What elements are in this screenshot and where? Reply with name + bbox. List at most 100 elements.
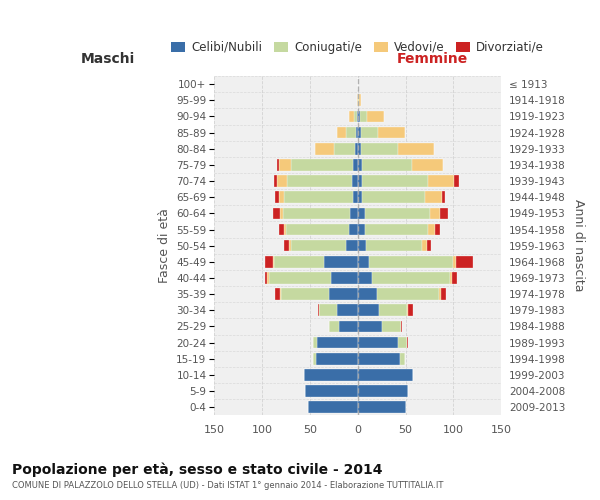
Bar	[308, 402, 358, 413]
Text: Femmine: Femmine	[397, 52, 468, 66]
Bar	[425, 192, 442, 203]
Bar	[275, 288, 280, 300]
Bar	[398, 337, 407, 348]
Bar	[358, 256, 369, 268]
Bar	[367, 110, 385, 122]
Bar	[359, 94, 361, 106]
Bar	[281, 288, 329, 300]
Bar	[365, 208, 430, 219]
Bar	[280, 208, 283, 219]
Bar	[329, 320, 338, 332]
Bar	[428, 175, 454, 187]
Bar	[412, 159, 443, 170]
Bar	[398, 143, 434, 154]
Bar	[440, 208, 448, 219]
Bar	[454, 256, 456, 268]
Bar	[284, 192, 353, 203]
Bar	[289, 240, 291, 252]
Bar	[275, 192, 279, 203]
Bar	[284, 224, 286, 235]
Legend: Celibi/Nubili, Coniugati/e, Vedovi/e, Divorziati/e: Celibi/Nubili, Coniugati/e, Vedovi/e, Di…	[166, 36, 549, 59]
Bar	[279, 159, 291, 170]
Bar	[358, 224, 365, 235]
Bar	[329, 288, 358, 300]
Bar	[353, 159, 358, 170]
Bar	[355, 143, 358, 154]
Bar	[334, 143, 355, 154]
Bar	[346, 240, 358, 252]
Bar	[441, 288, 446, 300]
Bar	[346, 127, 356, 138]
Bar	[277, 159, 279, 170]
Bar	[442, 192, 445, 203]
Bar	[314, 143, 334, 154]
Bar	[358, 127, 361, 138]
Bar	[400, 353, 404, 364]
Bar	[359, 110, 367, 122]
Bar	[366, 240, 422, 252]
Bar	[452, 272, 457, 284]
Text: Maschi: Maschi	[81, 52, 135, 66]
Bar	[291, 159, 353, 170]
Bar	[358, 94, 359, 106]
Bar	[283, 208, 350, 219]
Text: Popolazione per età, sesso e stato civile - 2014: Popolazione per età, sesso e stato civil…	[12, 462, 383, 477]
Bar	[427, 240, 431, 252]
Y-axis label: Anni di nascita: Anni di nascita	[572, 200, 585, 292]
Bar	[358, 337, 398, 348]
Bar	[313, 337, 317, 348]
Bar	[338, 320, 358, 332]
Bar	[379, 304, 407, 316]
Bar	[358, 143, 361, 154]
Bar	[362, 175, 428, 187]
Bar	[287, 175, 352, 187]
Bar	[358, 288, 377, 300]
Bar	[349, 224, 358, 235]
Bar	[357, 110, 358, 122]
Bar	[382, 320, 401, 332]
Bar	[422, 240, 427, 252]
Bar	[305, 385, 358, 397]
Bar	[358, 208, 365, 219]
Bar	[291, 240, 346, 252]
Bar	[267, 272, 269, 284]
Bar	[356, 127, 358, 138]
Bar	[358, 192, 362, 203]
Bar	[435, 224, 440, 235]
Bar	[279, 192, 284, 203]
Bar	[362, 192, 425, 203]
Bar	[369, 256, 454, 268]
Bar	[365, 224, 428, 235]
Bar	[358, 402, 406, 413]
Bar	[358, 159, 362, 170]
Bar	[304, 369, 358, 380]
Bar	[280, 288, 281, 300]
Bar	[269, 272, 331, 284]
Bar	[439, 288, 441, 300]
Bar	[430, 208, 440, 219]
Bar	[362, 159, 412, 170]
Bar	[451, 272, 452, 284]
Bar	[337, 304, 358, 316]
Bar	[352, 175, 358, 187]
Bar	[284, 240, 289, 252]
Bar	[361, 143, 398, 154]
Bar	[407, 304, 409, 316]
Y-axis label: Fasce di età: Fasce di età	[158, 208, 171, 283]
Bar	[456, 256, 473, 268]
Bar	[286, 224, 349, 235]
Bar	[350, 208, 358, 219]
Bar	[349, 110, 354, 122]
Text: COMUNE DI PALAZZOLO DELLO STELLA (UD) - Dati ISTAT 1° gennaio 2014 - Elaborazion: COMUNE DI PALAZZOLO DELLO STELLA (UD) - …	[12, 481, 443, 490]
Bar	[358, 110, 359, 122]
Bar	[272, 208, 280, 219]
Bar	[277, 175, 287, 187]
Bar	[358, 175, 362, 187]
Bar	[357, 94, 358, 106]
Bar	[265, 256, 272, 268]
Bar	[337, 127, 346, 138]
Bar	[358, 272, 372, 284]
Bar	[274, 256, 324, 268]
Bar	[265, 272, 267, 284]
Bar	[279, 224, 284, 235]
